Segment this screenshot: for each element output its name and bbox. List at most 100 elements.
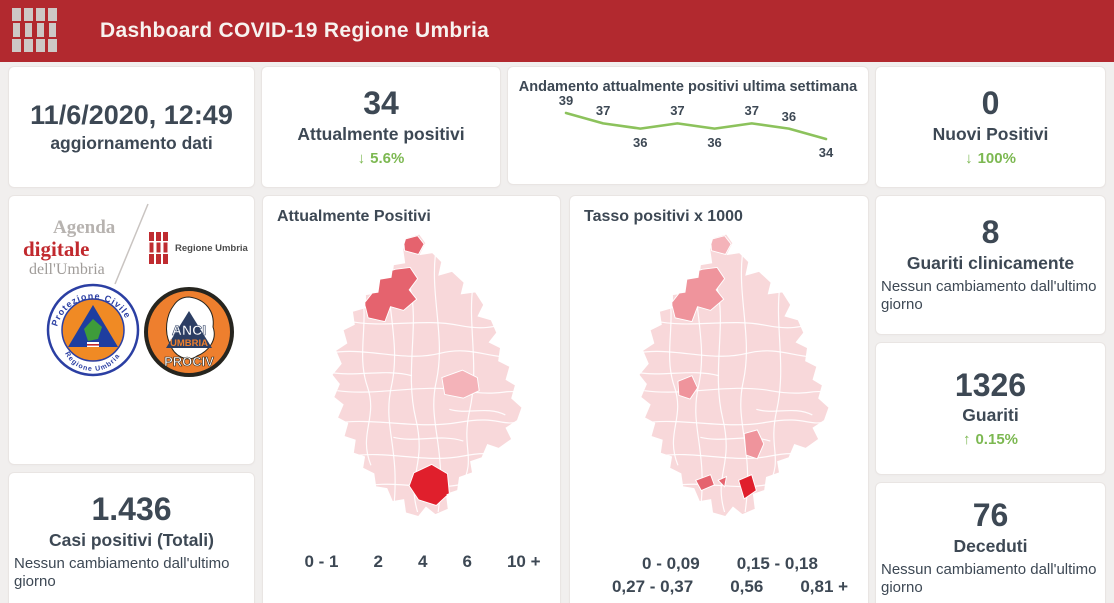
down-arrow-icon: ↓	[965, 149, 973, 167]
legend-label: 0,15 - 0,18	[736, 554, 818, 573]
choropleth-map-attualmente-positivi[interactable]	[300, 232, 524, 540]
agenda-logo-line1: Agenda	[53, 217, 116, 238]
legend-item: 0,15 - 0,18	[715, 554, 818, 574]
agenda-digitale-logo: Agenda digitale dell'Umbria	[23, 218, 115, 278]
legend-color-dot	[620, 557, 635, 572]
map2-legend-row1: 0 - 0,09 0,15 - 0,18	[570, 554, 868, 574]
regione-umbria-ceri-icon	[149, 232, 168, 264]
legend-label: 0,81 +	[800, 577, 849, 596]
trend-title: Andamento attualmente positivi ultima se…	[518, 79, 858, 95]
card-trend-sparkline[interactable]: Andamento attualmente positivi ultima se…	[507, 66, 869, 185]
legend-label: 0 - 1	[304, 552, 339, 571]
legend-color-dot	[590, 580, 605, 595]
legend-item: 0,56	[708, 577, 763, 597]
casi-totali-label: Casi positivi (Totali)	[49, 529, 214, 550]
legend-label: 0 - 0,09	[642, 554, 700, 573]
trend-sparkline: 39 37 36 37 36 37 36 34	[538, 93, 838, 167]
map2-legend-row2: 0,27 - 0,37 0,56 0,81 +	[570, 577, 868, 597]
map1-title: Attualmente Positivi	[277, 208, 431, 225]
deceduti-label: Deceduti	[953, 535, 1028, 556]
guariti-value: 1326	[954, 366, 1027, 403]
trend-value-label: 37	[744, 103, 759, 119]
card-casi-positivi-totali: 1.436 Casi positivi (Totali) Nessun camb…	[8, 472, 255, 603]
card-nuovi-positivi: 0 Nuovi Positivi ↓ 100%	[875, 66, 1106, 188]
legend-item: 0,27 - 0,37	[590, 577, 693, 597]
map1-legend: 0 - 1 2 4 6 10 +	[263, 552, 560, 572]
guariti-change: ↑ 0.15%	[963, 431, 1018, 448]
card-attualmente-positivi: 34 Attualmente positivi ↓ 5.6%	[261, 66, 501, 188]
page-title: Dashboard COVID-19 Regione Umbria	[100, 19, 490, 42]
regione-umbria-logo: Regione Umbria	[149, 232, 248, 264]
anci-logo-line1: ANCI	[172, 322, 206, 338]
trend-value-label: 37	[670, 103, 685, 119]
legend-item: 2	[352, 552, 383, 572]
change-value: 5.6%	[370, 149, 405, 167]
legend-label: 0,56	[730, 577, 764, 596]
legend-item: 6	[440, 552, 471, 572]
legend-color-dot	[352, 555, 367, 570]
legend-color-dot	[715, 557, 730, 572]
guariti-label: Guariti	[962, 405, 1019, 426]
card-deceduti: 76 Deceduti Nessun cambiamento dall'ulti…	[875, 482, 1106, 603]
legend-label: 0,27 - 0,37	[611, 577, 694, 596]
nuovi-positivi-label: Nuovi Positivi	[932, 123, 1049, 144]
guariti-clinicamente-label: Guariti clinicamente	[906, 252, 1075, 273]
anci-umbria-prociv-logo: ANCI UMBRIA PROCIV	[144, 287, 234, 377]
legend-label: 2	[373, 552, 383, 571]
deceduti-value: 76	[972, 497, 1009, 533]
update-label: aggiornamento dati	[50, 133, 213, 154]
anci-logo-line3: PROCIV	[164, 354, 214, 369]
legend-item: 0 - 0,09	[620, 554, 700, 574]
map2-title: Tasso positivi x 1000	[584, 208, 743, 225]
legend-label: 4	[418, 552, 428, 571]
legend-item: 4	[396, 552, 427, 572]
legend-color-dot	[283, 555, 298, 570]
guariti-clinicamente-value: 8	[981, 214, 1000, 250]
trend-value-label: 36	[707, 134, 722, 150]
casi-totali-note: Nessun cambiamento dall'ultimo giorno	[14, 554, 230, 591]
card-map-attualmente-positivi: Attualmente Positivi	[262, 195, 561, 603]
legend-color-dot	[485, 555, 500, 570]
agenda-logo-line2: digitale	[23, 237, 90, 261]
choropleth-map-tasso-positivi[interactable]	[607, 232, 831, 540]
trend-line-chart	[564, 111, 828, 141]
header-bar: Dashboard COVID-19 Regione Umbria	[0, 0, 1114, 62]
nuovi-positivi-change: ↓ 100%	[965, 150, 1016, 167]
trend-value-label: 39	[558, 93, 574, 108]
legend-label: 10 +	[506, 552, 541, 571]
attualmente-positivi-label: Attualmente positivi	[297, 123, 465, 144]
trend-value-label: 36	[781, 108, 797, 124]
legend-color-dot	[708, 580, 723, 595]
change-value: 100%	[977, 149, 1016, 167]
up-arrow-icon: ↑	[962, 431, 971, 449]
legend-item: 0 - 1	[283, 552, 339, 572]
card-aggiornamento-dati: 11/6/2020, 12:49 aggiornamento dati	[8, 66, 255, 188]
trend-value-label: 36	[633, 134, 648, 150]
attualmente-positivi-value: 34	[363, 85, 399, 122]
pc-region-shape	[84, 319, 102, 341]
update-datetime: 11/6/2020, 12:49	[30, 99, 233, 130]
down-arrow-icon: ↓	[357, 149, 366, 167]
agenda-logo-line3: dell'Umbria	[29, 261, 105, 278]
nuovi-positivi-value: 0	[981, 85, 1000, 122]
guariti-clinicamente-note: Nessun cambiamento dall'ultimo giorno	[881, 277, 1097, 314]
casi-totali-value: 1.436	[91, 491, 172, 527]
attualmente-positivi-change: ↓ 5.6%	[358, 150, 405, 167]
anci-logo-line2: UMBRIA	[170, 338, 208, 349]
legend-color-dot	[778, 580, 793, 595]
card-map-tasso-positivi: Tasso positivi x 1000	[569, 195, 869, 603]
trend-value-label: 37	[595, 103, 611, 119]
deceduti-note: Nessun cambiamento dall'ultimo giorno	[881, 560, 1097, 597]
legend-color-dot	[440, 555, 455, 570]
anci-triangle	[166, 311, 212, 348]
change-value: 0.15%	[975, 431, 1019, 449]
regione-umbria-ceri-icon	[12, 8, 57, 52]
card-guariti: 1326 Guariti ↑ 0.15%	[875, 342, 1106, 475]
protezione-civile-logo: Protezione Civile Regione Umbria	[46, 283, 140, 377]
regione-umbria-logo-text: Regione Umbria	[175, 242, 248, 254]
divider-slash	[114, 203, 149, 285]
trend-value-label: 34	[818, 145, 834, 160]
legend-item: 10 +	[485, 552, 541, 572]
legend-color-dot	[396, 555, 411, 570]
